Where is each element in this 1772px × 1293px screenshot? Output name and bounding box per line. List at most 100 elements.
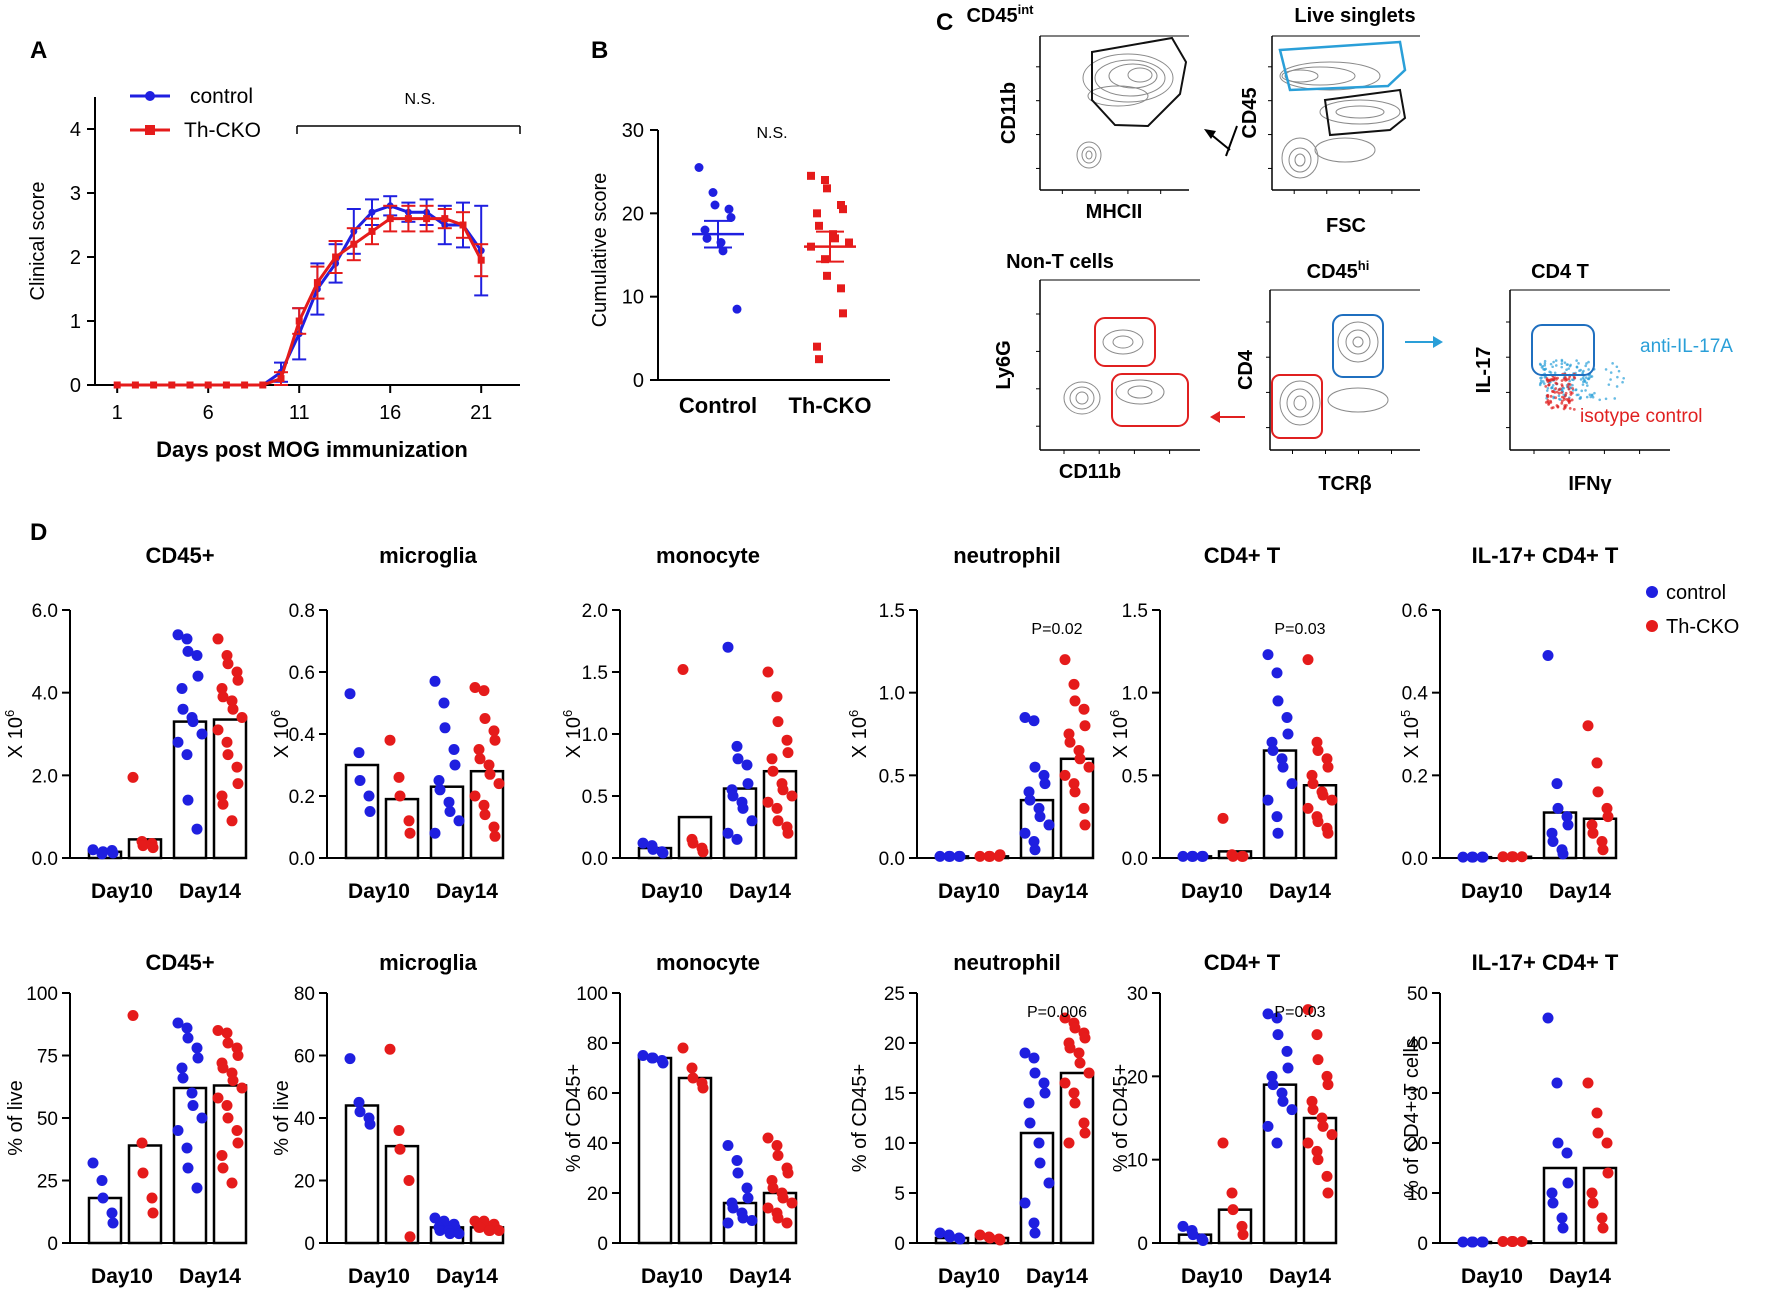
- panel-d-chart-title: IL-17+ CD4+ T: [1472, 950, 1619, 975]
- flow-event-anti: [1604, 397, 1608, 401]
- flow-event-anti: [1581, 371, 1585, 374]
- flow-event-anti: [1551, 365, 1554, 369]
- panel-d-ytick-label: 0.5: [879, 766, 905, 787]
- panel-d-ylabel-sup: 6: [560, 710, 575, 717]
- panel-d-point: [1068, 1087, 1080, 1099]
- panel-d-point: [453, 815, 465, 827]
- flow-plot-cd4t-xlabel: IFNγ: [1568, 473, 1612, 495]
- panel-d-point: [176, 683, 188, 695]
- panel-d-chart-title: CD4+ T: [1204, 543, 1281, 568]
- flow-event-anti: [1584, 364, 1587, 368]
- flow-plot-cd45hi-contours: [1279, 321, 1389, 426]
- panel-d-point: [1326, 794, 1338, 806]
- flow-event-isotype: [1554, 396, 1558, 400]
- panel-d-ylabel-main: % of CD45+: [849, 1064, 871, 1172]
- panel-d-ytick-label: 100: [576, 984, 608, 1005]
- flow-event-anti: [1586, 384, 1589, 387]
- panel-b-thcko-point: [821, 255, 829, 264]
- panel-d-xlabel-day14: Day14: [1269, 880, 1331, 903]
- panel-d-ytick-label: 25: [37, 1172, 58, 1193]
- panel-d-point: [127, 771, 139, 783]
- panel-d-point: [1306, 769, 1318, 781]
- panel-d-point: [737, 802, 749, 814]
- flow-event-anti: [1554, 359, 1558, 362]
- panel-d-point: [1069, 786, 1081, 798]
- flow-event-anti: [1590, 394, 1594, 397]
- panel-d-point: [1557, 1222, 1569, 1234]
- panel-d-chart-title: neutrophil: [953, 950, 1061, 975]
- panel-d-point: [722, 641, 734, 653]
- panel-d-ytick-label: 10: [1127, 1151, 1148, 1172]
- panel-d-point: [1059, 769, 1071, 781]
- panel-d-pvalue: P=0.02: [1031, 621, 1082, 638]
- flow-plot-cd45int-ylabel: CD11b: [998, 82, 1020, 144]
- panel-d-point: [489, 830, 501, 842]
- panel-d-ytick-label: 75: [37, 1047, 58, 1068]
- panel-d-point: [404, 827, 416, 839]
- panel-d-point: [1267, 745, 1279, 757]
- flow-event-isotype: [1570, 398, 1574, 402]
- panel-d-point: [1321, 1170, 1333, 1182]
- flow-plot-nont-xlabel: CD11b: [1059, 461, 1121, 483]
- panel-d-ylabel-main: X 10: [5, 717, 27, 758]
- panel-a-thcko-point: [332, 253, 340, 261]
- panel-a-xlabel: Days post MOG immunization: [156, 437, 468, 462]
- panel-d-point: [1596, 1212, 1608, 1224]
- panel-d-xlabel-day10: Day10: [348, 880, 410, 903]
- panel-a-thcko-point: [477, 256, 485, 264]
- flow-event-isotype: [1560, 401, 1564, 405]
- panel-d-point: [1591, 1107, 1603, 1119]
- panel-b-control-point: [718, 246, 728, 256]
- panel-d-ylabel: X 106: [846, 710, 871, 758]
- panel-d-point: [1019, 1047, 1031, 1059]
- panel-d-point: [192, 1052, 204, 1064]
- panel-d-point: [781, 734, 793, 746]
- panel-d-point: [1063, 728, 1075, 740]
- panel-d-point: [222, 749, 234, 761]
- panel-d-ylabel: % of CD45+: [1110, 1064, 1132, 1172]
- panel-d-point: [384, 1043, 396, 1055]
- panel-d-point: [1546, 1187, 1558, 1199]
- panel-d-xlabel-day10: Day10: [938, 880, 1000, 903]
- flow-gate-neutrophil: [1094, 317, 1156, 367]
- panel-d-point: [731, 1155, 743, 1166]
- panel-d-point: [762, 796, 774, 808]
- panel-d-point: [1317, 789, 1329, 801]
- panel-d-ylabel-main: % of CD45+: [1110, 1064, 1132, 1172]
- panel-b-thcko-point: [815, 221, 823, 230]
- panel-d-point: [87, 1157, 99, 1169]
- panel-d-point: [182, 1162, 194, 1174]
- panel-d-point: [1561, 811, 1573, 823]
- panel-d-ytick-label: 80: [587, 1034, 608, 1055]
- panel-a-thcko-point: [131, 381, 139, 389]
- panel-d-point: [782, 747, 794, 759]
- panel-d-point: [1197, 1235, 1209, 1246]
- panel-d-point: [217, 691, 229, 703]
- panel-d-point: [934, 850, 946, 862]
- flow-plot-cd45hi-ylabel: CD4: [1235, 349, 1257, 390]
- panel-d-point: [433, 775, 445, 786]
- panel-d-point: [1322, 1079, 1334, 1091]
- panel-d-point: [404, 1231, 416, 1243]
- panel-a-thcko-point: [204, 381, 212, 389]
- panel-d-ytick-label: 0.8: [289, 601, 315, 622]
- panel-d-point: [1307, 1104, 1319, 1116]
- panel-d-point: [484, 768, 496, 780]
- panel-d-ytick-label: 0.5: [1122, 766, 1148, 787]
- panel-d-point: [1302, 1004, 1314, 1016]
- panel-a-ytick-label: 3: [70, 183, 81, 205]
- flow-event-anti: [1604, 368, 1608, 371]
- panel-d-point: [97, 1192, 109, 1204]
- panel-d-point: [212, 724, 224, 736]
- flow-event-anti: [1621, 380, 1624, 384]
- flow-event-anti: [1593, 391, 1596, 395]
- panel-d-point: [1064, 1042, 1076, 1054]
- panel-d-point: [493, 778, 505, 790]
- panel-d-point: [1302, 1137, 1314, 1149]
- panel-d-point: [1271, 1137, 1283, 1149]
- flow-event-anti: [1617, 369, 1621, 373]
- panel-a-thcko-point: [459, 221, 467, 229]
- flow-plot-nont-title: Non-T cells: [1006, 251, 1114, 273]
- panel-d-ylabel-sup: 6: [2, 710, 17, 717]
